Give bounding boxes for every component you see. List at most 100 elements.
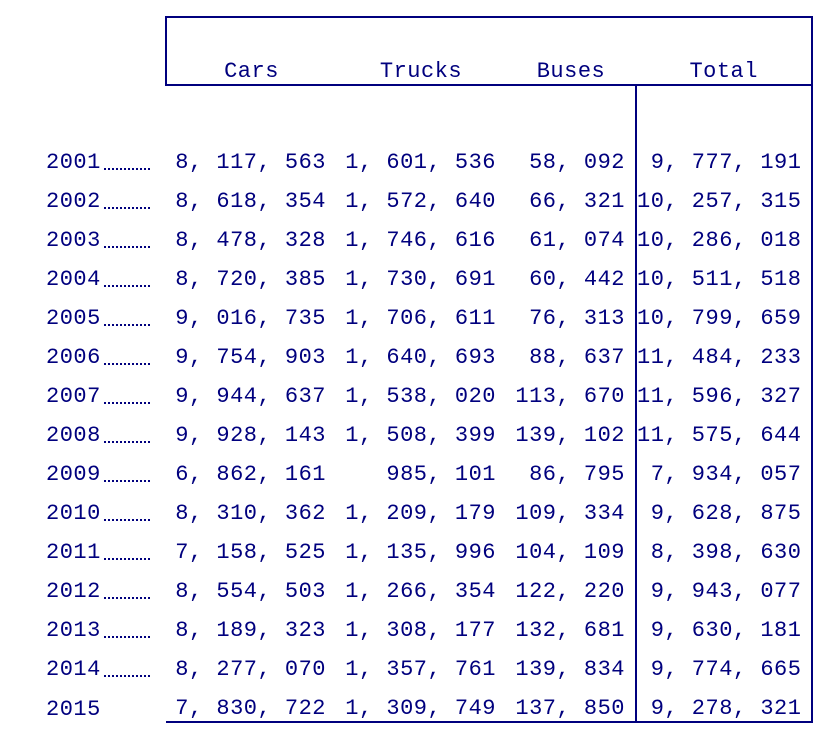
cell-total: 11, 596, 327 [636,370,812,409]
cell-cars: 9, 944, 637 [166,370,336,409]
cell-year: 2011 [44,526,166,565]
cell-year: 2005 [44,292,166,331]
year-label: 2001 [46,150,101,175]
leader-dots [104,324,150,326]
cell-year: 2009 [44,448,166,487]
year-label: 2004 [46,267,101,292]
cell-trucks: 1, 309, 749 [336,682,506,722]
cell-cars: 8, 277, 070 [166,643,336,682]
cell-total: 7, 934, 057 [636,448,812,487]
cell-buses: 86, 795 [506,448,636,487]
year-label: 2014 [46,657,101,682]
cell-cars: 8, 618, 354 [166,175,336,214]
cell-trucks: 1, 357, 761 [336,643,506,682]
leader-dots [104,363,150,365]
cell-year: 2015 [44,682,166,722]
cell-buses: 137, 850 [506,682,636,722]
cell-trucks: 1, 746, 616 [336,214,506,253]
cell-year: 2006 [44,331,166,370]
cell-cars: 8, 720, 385 [166,253,336,292]
cell-total: 10, 511, 518 [636,253,812,292]
year-label: 2006 [46,345,101,370]
table-row: 20096, 862, 161985, 10186, 7957, 934, 05… [44,448,812,487]
cell-buses: 139, 102 [506,409,636,448]
cell-year: 2004 [44,253,166,292]
table-row: 20117, 158, 5251, 135, 996104, 1098, 398… [44,526,812,565]
cell-buses: 66, 321 [506,175,636,214]
vehicle-production-table: Cars Trucks Buses Total 20018, 117, 5631… [44,16,813,723]
cell-trucks: 1, 640, 693 [336,331,506,370]
cell-cars: 9, 016, 735 [166,292,336,331]
cell-total: 11, 575, 644 [636,409,812,448]
cell-cars: 8, 117, 563 [166,136,336,175]
cell-trucks: 1, 308, 177 [336,604,506,643]
cell-cars: 8, 478, 328 [166,214,336,253]
cell-trucks: 1, 538, 020 [336,370,506,409]
year-label: 2003 [46,228,101,253]
table-row: 2014 8, 277, 0701, 357, 761139, 8349, 774… [44,643,812,682]
cell-year: 2010 [44,487,166,526]
header-trucks: Trucks [336,17,506,85]
cell-cars: 8, 554, 503 [166,565,336,604]
header-cars: Cars [166,17,336,85]
leader-dots [104,519,150,521]
cell-buses: 122, 220 [506,565,636,604]
table-row: 20028, 618, 3541, 572, 64066, 32110, 257… [44,175,812,214]
leader-dots [104,168,150,170]
cell-total: 9, 630, 181 [636,604,812,643]
year-label: 2013 [46,618,101,643]
cell-year: 2014 [44,643,166,682]
table-row: 20059, 016, 7351, 706, 61176, 31310, 799… [44,292,812,331]
table-row: 20038, 478, 3281, 746, 61661, 07410, 286… [44,214,812,253]
table-row: 2013 8, 189, 3231, 308, 177132, 6819, 630… [44,604,812,643]
header-total: Total [636,17,812,85]
table-row: 20157, 830, 7221, 309, 749137, 8509, 278… [44,682,812,722]
table-row: 2008 9, 928, 1431, 508, 399139, 10211, 57… [44,409,812,448]
cell-buses: 58, 092 [506,136,636,175]
cell-year: 2003 [44,214,166,253]
cell-trucks: 1, 508, 399 [336,409,506,448]
leader-dots [104,207,150,209]
cell-year: 2008 [44,409,166,448]
cell-buses: 104, 109 [506,526,636,565]
leader-dots [104,285,150,287]
cell-total: 9, 774, 665 [636,643,812,682]
cell-total: 9, 943, 077 [636,565,812,604]
cell-year: 2002 [44,175,166,214]
cell-total: 10, 799, 659 [636,292,812,331]
table-row: 20069, 754, 9031, 640, 69388, 63711, 484… [44,331,812,370]
leader-dots [104,246,150,248]
cell-total: 9, 777, 191 [636,136,812,175]
leader-dots [104,441,150,443]
cell-total: 11, 484, 233 [636,331,812,370]
cell-cars: 7, 158, 525 [166,526,336,565]
cell-buses: 132, 681 [506,604,636,643]
cell-cars: 7, 830, 722 [166,682,336,722]
year-label: 2008 [46,423,101,448]
cell-trucks: 985, 101 [336,448,506,487]
leader-dots [104,480,150,482]
year-label: 2007 [46,384,101,409]
cell-cars: 8, 189, 323 [166,604,336,643]
cell-buses: 139, 834 [506,643,636,682]
leader-dots [104,636,150,638]
cell-trucks: 1, 209, 179 [336,487,506,526]
cell-cars: 8, 310, 362 [166,487,336,526]
cell-cars: 9, 928, 143 [166,409,336,448]
cell-total: 9, 628, 875 [636,487,812,526]
cell-buses: 109, 334 [506,487,636,526]
cell-year: 2013 [44,604,166,643]
leader-dots [104,597,150,599]
cell-year: 2012 [44,565,166,604]
cell-total: 10, 286, 018 [636,214,812,253]
header-buses: Buses [506,17,636,85]
year-label: 2011 [46,540,101,565]
cell-total: 9, 278, 321 [636,682,812,722]
cell-trucks: 1, 572, 640 [336,175,506,214]
leader-dots [104,558,150,560]
year-label: 2009 [46,462,101,487]
year-label: 2005 [46,306,101,331]
table-row: 20128, 554, 5031, 266, 354122, 2209, 943… [44,565,812,604]
year-label: 2002 [46,189,101,214]
leader-dots [104,402,150,404]
